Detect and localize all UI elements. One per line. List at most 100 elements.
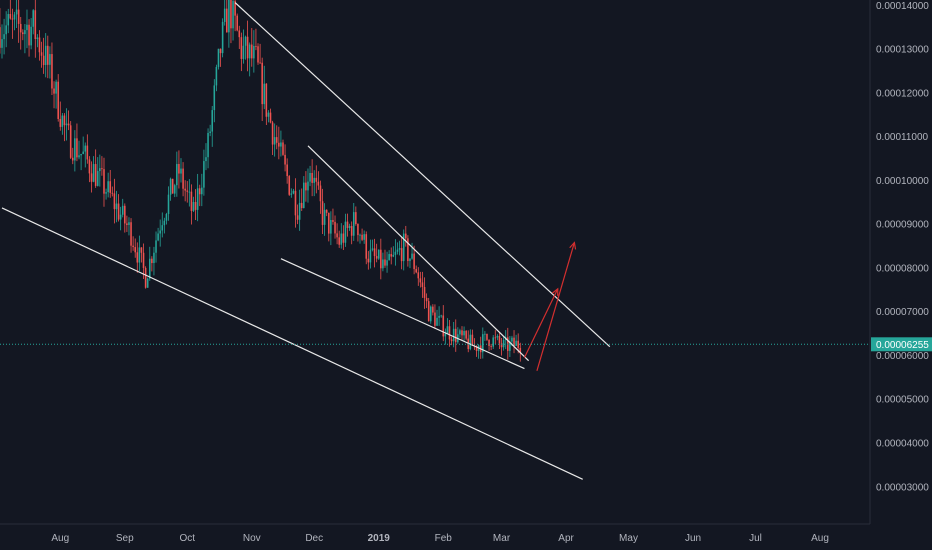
candle-body bbox=[292, 190, 295, 194]
candle-body bbox=[352, 212, 355, 236]
candle-body bbox=[190, 191, 193, 211]
candle-body bbox=[65, 123, 68, 126]
candle-body bbox=[357, 224, 359, 236]
candle-body bbox=[55, 81, 57, 94]
trendline[interactable] bbox=[1, 207, 583, 480]
arrow-head bbox=[569, 241, 577, 250]
candle-body bbox=[423, 286, 426, 298]
candle-body bbox=[76, 138, 78, 158]
candle-body bbox=[203, 161, 205, 188]
candle-body bbox=[415, 269, 417, 273]
candle-body bbox=[500, 343, 503, 348]
candle-body bbox=[221, 21, 224, 54]
candle-body bbox=[350, 226, 353, 236]
candle-body bbox=[436, 317, 438, 326]
arrow-shaft[interactable] bbox=[523, 288, 559, 358]
candle-body bbox=[80, 153, 82, 156]
candle-body bbox=[394, 251, 397, 255]
candle-body bbox=[9, 14, 12, 19]
current-price-label: 0.00006255 bbox=[871, 337, 932, 352]
candle-body bbox=[269, 112, 272, 123]
trendline[interactable] bbox=[280, 258, 525, 370]
time-tick-label: Oct bbox=[179, 533, 195, 544]
current-price-label-bg bbox=[871, 337, 932, 352]
candle-body bbox=[238, 30, 241, 38]
price-tick-label: 0.00010000 bbox=[876, 176, 929, 187]
candle-body bbox=[336, 233, 338, 238]
candle-body bbox=[396, 249, 399, 252]
candle-body bbox=[361, 234, 363, 240]
candle-body bbox=[1, 39, 3, 48]
time-tick-label: Aug bbox=[51, 533, 69, 544]
candle-body bbox=[492, 337, 495, 347]
candle-body bbox=[475, 345, 478, 351]
candle-body bbox=[42, 55, 45, 66]
candle-body bbox=[180, 168, 182, 174]
candle-body bbox=[465, 331, 467, 339]
candle-body bbox=[407, 238, 409, 262]
candle-body bbox=[17, 9, 20, 24]
price-axis[interactable]: 0.00014000 0.00013000 0.00012000 0.00011000… bbox=[876, 1, 929, 494]
candle-body bbox=[184, 188, 186, 191]
candle-body bbox=[115, 203, 118, 210]
candle-body bbox=[242, 45, 245, 59]
candle-body bbox=[444, 333, 447, 337]
candle-body bbox=[384, 259, 386, 266]
candle-body bbox=[313, 177, 316, 183]
candle-body bbox=[219, 48, 222, 54]
candle-body bbox=[469, 334, 472, 350]
candle-body bbox=[113, 193, 116, 210]
candle-body bbox=[365, 234, 368, 259]
candle-body bbox=[486, 333, 488, 340]
candle-body bbox=[390, 254, 393, 257]
candle-body bbox=[99, 168, 101, 172]
candle-body bbox=[446, 326, 449, 334]
candle-body bbox=[226, 8, 228, 33]
candle-body bbox=[409, 258, 411, 262]
price-tick-label: 0.00014000 bbox=[876, 1, 929, 12]
candle-body bbox=[13, 14, 16, 20]
candle-body bbox=[163, 220, 166, 226]
candle-body bbox=[273, 137, 276, 145]
candle-body bbox=[286, 164, 288, 177]
candle-body bbox=[240, 37, 243, 59]
candle-body bbox=[432, 306, 434, 313]
candle-body bbox=[369, 249, 372, 263]
trendline[interactable] bbox=[234, 2, 611, 348]
candle-body bbox=[271, 122, 274, 145]
candle-body bbox=[309, 172, 311, 182]
time-tick-label: Dec bbox=[305, 533, 323, 544]
candle-body bbox=[490, 346, 492, 347]
candle-body bbox=[317, 181, 320, 186]
candle-body bbox=[153, 252, 155, 264]
candle-body bbox=[155, 240, 157, 253]
candle-body bbox=[411, 253, 413, 259]
time-tick-label: Jul bbox=[749, 533, 762, 544]
candle-body bbox=[442, 315, 445, 337]
candle-body bbox=[211, 110, 214, 132]
candle-body bbox=[36, 37, 39, 40]
time-axis[interactable]: Aug Sep Oct Nov Dec 2019 Feb Mar Apr May Jun Jul Aug bbox=[51, 533, 829, 544]
candle-body bbox=[327, 212, 330, 234]
candle-body bbox=[338, 237, 340, 245]
candle-body bbox=[217, 48, 220, 67]
candle-body bbox=[165, 213, 168, 221]
price-tick-label: 0.00005000 bbox=[876, 395, 929, 406]
price-tick-label: 0.00004000 bbox=[876, 439, 929, 450]
candle-body bbox=[280, 142, 282, 147]
candle-body bbox=[19, 23, 22, 33]
candle-body bbox=[223, 8, 226, 22]
candle-body bbox=[215, 66, 218, 86]
candle-body bbox=[74, 138, 76, 161]
candle-body bbox=[452, 328, 455, 342]
trendline[interactable] bbox=[307, 145, 530, 362]
arrow-shaft[interactable] bbox=[536, 242, 575, 371]
candle-body bbox=[230, 0, 232, 29]
candle-body bbox=[346, 221, 349, 228]
candle-body bbox=[146, 278, 149, 288]
candle-body bbox=[496, 335, 499, 338]
time-tick-label: Sep bbox=[116, 533, 134, 544]
candle-body bbox=[90, 173, 93, 182]
